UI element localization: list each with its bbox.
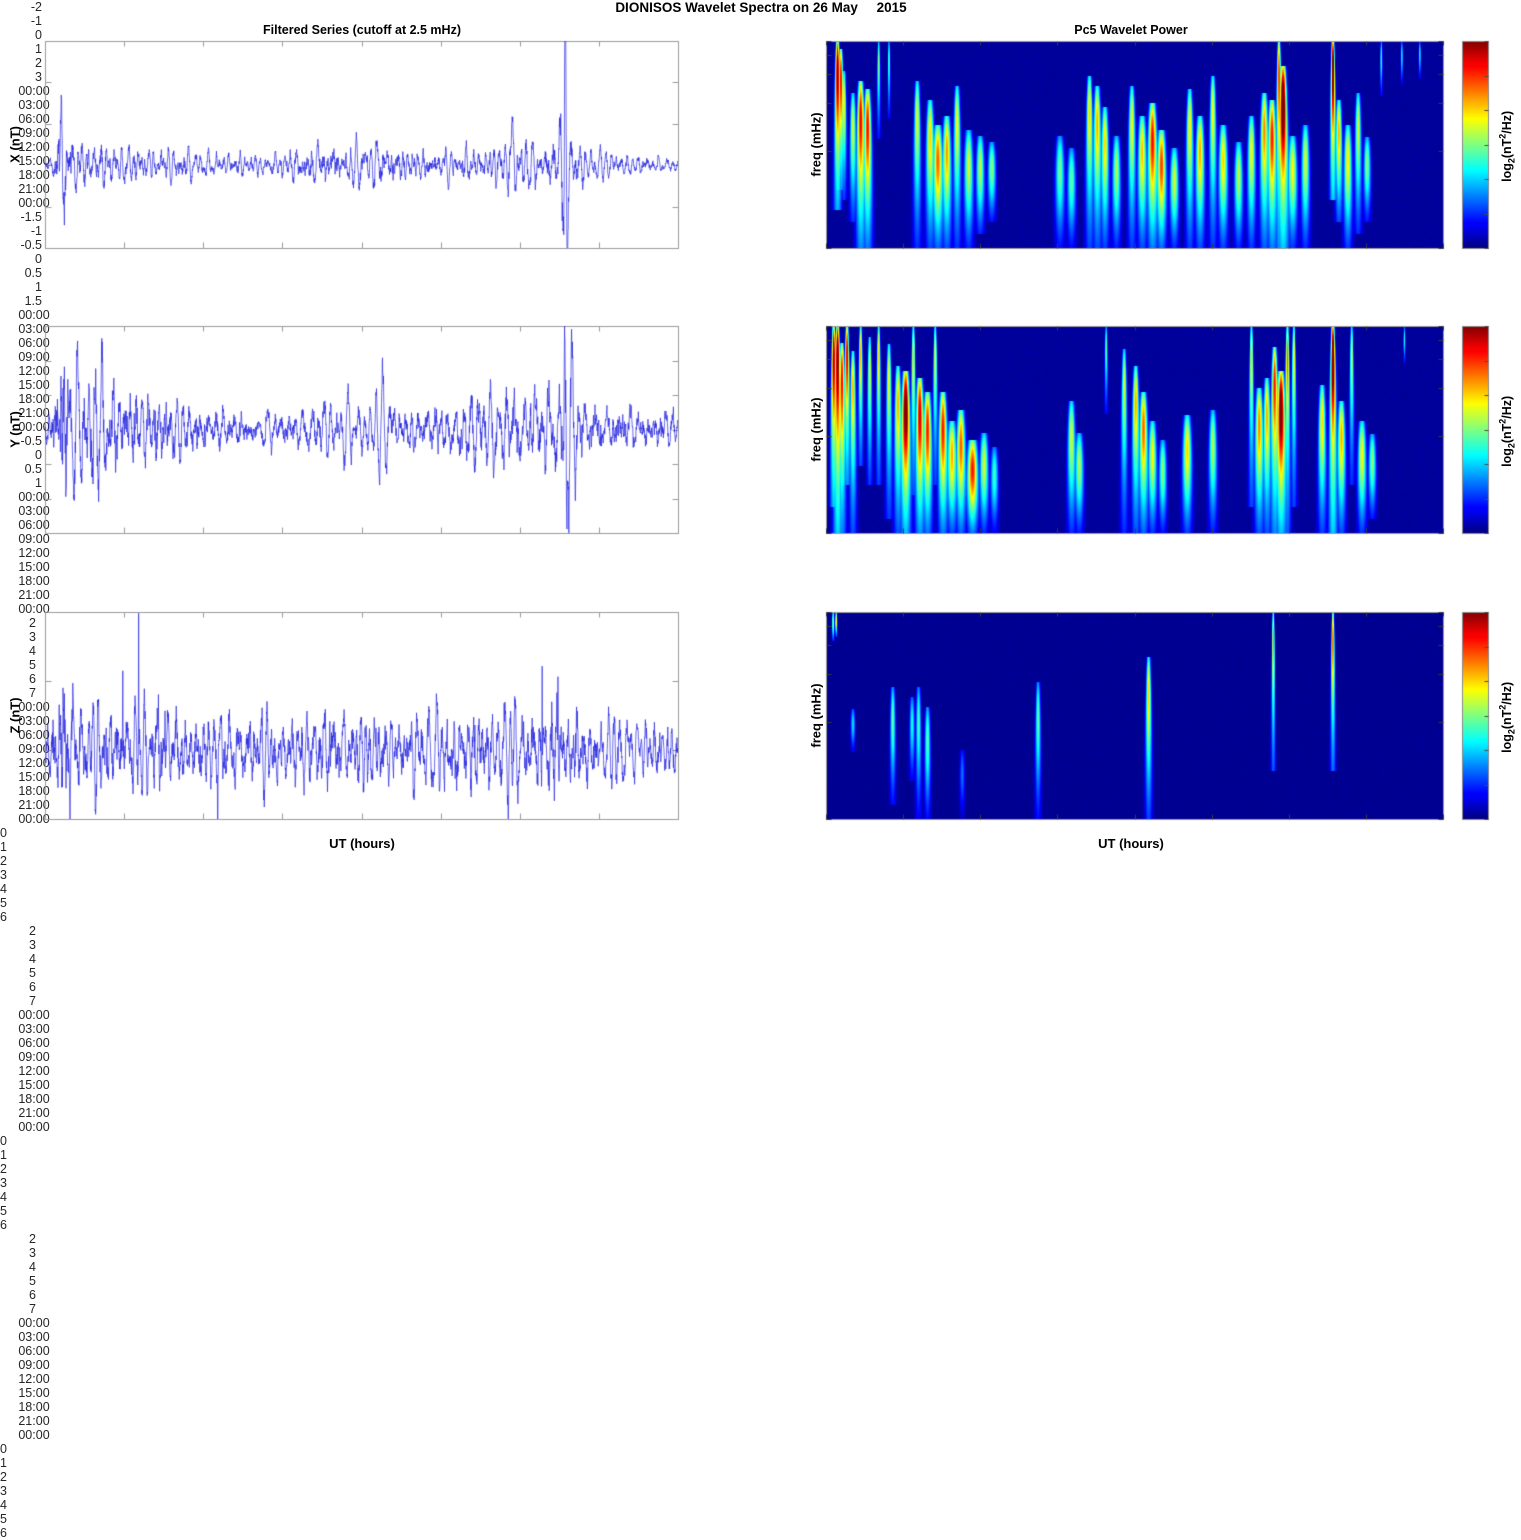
ytick-wavelet-y-3: 5 — [29, 966, 36, 980]
cbtick-wavelet-z-5: 5 — [0, 1512, 7, 1526]
xtick-wavelet-z-7: 21:00 — [18, 1414, 50, 1428]
cbtick-wavelet-y-6: 6 — [0, 1218, 7, 1232]
right-column-title: Pc5 Wavelet Power — [1074, 23, 1188, 37]
ytick-wavelet-z-3: 5 — [29, 1274, 36, 1288]
cbtick-wavelet-y-4: 4 — [0, 1190, 7, 1204]
ytick-wavelet-y-4: 6 — [29, 980, 36, 994]
cb-prefix-1: log — [1499, 163, 1514, 182]
xtick-wavelet-z-5: 15:00 — [18, 1386, 50, 1400]
cb-prefix-3: log — [1499, 734, 1514, 753]
cbtick-wavelet-x-4: 4 — [0, 882, 7, 896]
xtick-wavelet-y-6: 18:00 — [18, 1092, 50, 1106]
xtick-wavelet-z-4: 12:00 — [18, 1372, 50, 1386]
xtick-wavelet-z-2: 06:00 — [18, 1344, 50, 1358]
cb-sup-1: 2 — [1497, 133, 1508, 139]
xtick-wavelet-y-7: 21:00 — [18, 1106, 50, 1120]
cbtick-wavelet-x-2: 2 — [0, 854, 7, 868]
cb-suffix-1: /Hz) — [1499, 110, 1514, 134]
ytick-wavelet-y-1: 3 — [29, 938, 36, 952]
ytick-wavelet-y-0: 2 — [29, 924, 36, 938]
xaxis-label-right: UT (hours) — [1098, 836, 1164, 851]
axis-label-z-nt: Z (nT) — [7, 697, 23, 734]
cb-mid-3: (nT — [1499, 709, 1514, 730]
axis-label-freq-2: freq (mHz) — [808, 397, 824, 462]
cb-mid-1: (nT — [1499, 138, 1514, 159]
cbtick-wavelet-z-1: 1 — [0, 1456, 7, 1470]
axis-label-freq-3: freq (mHz) — [808, 683, 824, 748]
left-column-title: Filtered Series (cutoff at 2.5 mHz) — [263, 23, 461, 37]
cb-mid-2: (nT — [1499, 423, 1514, 444]
xtick-wavelet-y-1: 03:00 — [18, 1022, 50, 1036]
xtick-wavelet-z-1: 03:00 — [18, 1330, 50, 1344]
cbtick-wavelet-z-6: 6 — [0, 1526, 7, 1540]
cb-prefix-2: log — [1499, 448, 1514, 467]
ytick-wavelet-y-2: 4 — [29, 952, 36, 966]
cb-suffix-2: /Hz) — [1499, 395, 1514, 419]
colorbar-label-3: log2(nT2/Hz) — [1498, 662, 1517, 772]
xtick-wavelet-y-2: 06:00 — [18, 1036, 50, 1050]
xaxis-label-left: UT (hours) — [329, 836, 395, 851]
xtick-wavelet-y-0: 00:00 — [18, 1008, 50, 1022]
ytick-wavelet-z-5: 7 — [29, 1302, 36, 1316]
axis-label-y-nt: Y (nT) — [7, 411, 23, 448]
ytick-wavelet-y-5: 7 — [29, 994, 36, 1008]
ytick-wavelet-z-2: 4 — [29, 1260, 36, 1274]
cb-sub-1: 2 — [1506, 158, 1517, 164]
cbtick-wavelet-z-0: 0 — [0, 1442, 7, 1456]
cb-sub-3: 2 — [1506, 729, 1517, 735]
cbtick-wavelet-x-6: 6 — [0, 910, 7, 924]
xtick-wavelet-z-8: 00:00 — [18, 1428, 50, 1442]
cbtick-wavelet-z-4: 4 — [0, 1498, 7, 1512]
cb-suffix-3: /Hz) — [1499, 681, 1514, 705]
ytick-wavelet-z-1: 3 — [29, 1246, 36, 1260]
xtick-wavelet-y-4: 12:00 — [18, 1064, 50, 1078]
cbtick-wavelet-x-5: 5 — [0, 896, 7, 910]
cb-sup-3: 2 — [1497, 704, 1508, 710]
ytick-wavelet-z-0: 2 — [29, 1232, 36, 1246]
axis-label-x-nt: X (nT) — [7, 126, 23, 163]
cb-sub-2: 2 — [1506, 443, 1517, 449]
xtick-wavelet-z-0: 00:00 — [18, 1316, 50, 1330]
colorbar-label-2: log2(nT2/Hz) — [1498, 376, 1517, 486]
cbtick-wavelet-y-5: 5 — [0, 1204, 7, 1218]
cbtick-wavelet-y-0: 0 — [0, 1134, 7, 1148]
cb-sup-2: 2 — [1497, 418, 1508, 424]
axis-label-freq-1: freq (mHz) — [808, 112, 824, 177]
cbtick-wavelet-y-2: 2 — [0, 1162, 7, 1176]
ytick-wavelet-z-4: 6 — [29, 1288, 36, 1302]
cbtick-wavelet-y-1: 1 — [0, 1148, 7, 1162]
xtick-wavelet-y-8: 00:00 — [18, 1120, 50, 1134]
xtick-wavelet-y-5: 15:00 — [18, 1078, 50, 1092]
figure-title: DIONISOS Wavelet Spectra on 26 May 2015 — [615, 0, 907, 15]
colorbar-label-1: log2(nT2/Hz) — [1498, 91, 1517, 201]
xtick-wavelet-z-3: 09:00 — [18, 1358, 50, 1372]
xtick-wavelet-y-3: 09:00 — [18, 1050, 50, 1064]
figure-canvas — [0, 0, 1521, 854]
cbtick-wavelet-z-3: 3 — [0, 1484, 7, 1498]
xtick-wavelet-z-6: 18:00 — [18, 1400, 50, 1414]
cbtick-wavelet-y-3: 3 — [0, 1176, 7, 1190]
cbtick-wavelet-x-3: 3 — [0, 868, 7, 882]
cbtick-wavelet-z-2: 2 — [0, 1470, 7, 1484]
